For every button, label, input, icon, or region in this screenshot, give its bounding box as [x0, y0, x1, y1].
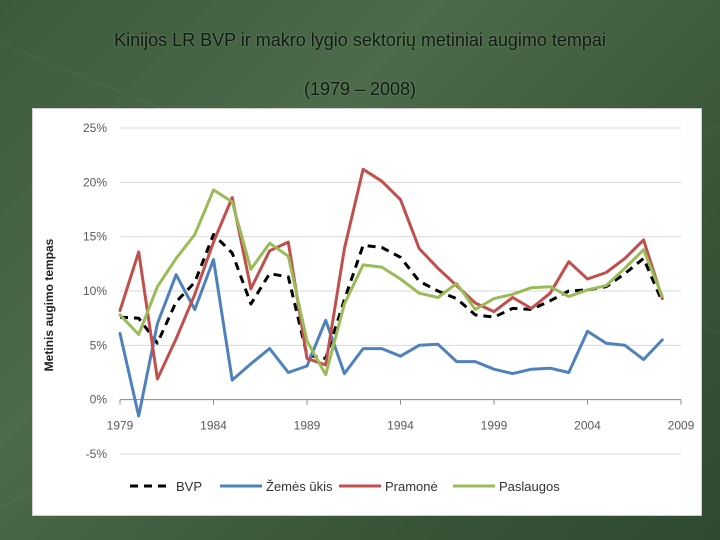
legend-label: Pramonė — [385, 479, 438, 494]
line-chart: 25% 20% 15% 10% 5% 0% -5% 1979 1984 1989 1994 1999… — [42, 121, 695, 494]
legend: BVP Žemės ūkis Pramonė Paslaugos — [130, 479, 560, 494]
slide-title: Kinijos LR BVP ir makro lygio sektorių m… — [114, 30, 606, 50]
y-tick-label: 0% — [90, 393, 108, 407]
y-axis-ticks: 25% 20% 15% 10% 5% 0% -5% — [83, 121, 107, 461]
x-tick-label: 1999 — [481, 419, 508, 433]
x-tick-label: 2009 — [668, 419, 695, 433]
x-tick-label: 1984 — [200, 419, 227, 433]
x-tick-label: 2004 — [574, 419, 601, 433]
x-tick-label: 1989 — [294, 419, 321, 433]
legend-label: Žemės ūkis — [266, 479, 333, 494]
y-tick-label: 10% — [83, 284, 107, 298]
x-tick-label: 1994 — [387, 419, 414, 433]
chart-panel: 25% 20% 15% 10% 5% 0% -5% 1979 1984 1989 1994 1999… — [32, 108, 702, 516]
slide-subtitle: (1979 – 2008) — [303, 79, 417, 99]
y-axis-label: Metinis augimo tempas — [42, 238, 56, 371]
x-axis: 1979 1984 1989 1994 1999 2004 2009 — [107, 399, 695, 433]
y-tick-label: 20% — [83, 175, 107, 189]
x-tick-label: 1979 — [107, 419, 134, 433]
grid-lines — [120, 127, 681, 455]
series-line-pramonė — [118, 167, 664, 381]
series-line-bvp — [119, 233, 664, 360]
legend-label: BVP — [176, 479, 202, 494]
y-tick-label: -5% — [86, 447, 108, 461]
series-line-žemės-ūkis — [118, 258, 664, 418]
series-lines — [118, 167, 664, 418]
y-tick-label: 15% — [83, 230, 107, 244]
legend-label: Paslaugos — [499, 479, 560, 494]
series-line-paslaugos — [118, 188, 664, 377]
y-tick-label: 5% — [90, 338, 108, 352]
y-tick-label: 25% — [83, 121, 107, 135]
